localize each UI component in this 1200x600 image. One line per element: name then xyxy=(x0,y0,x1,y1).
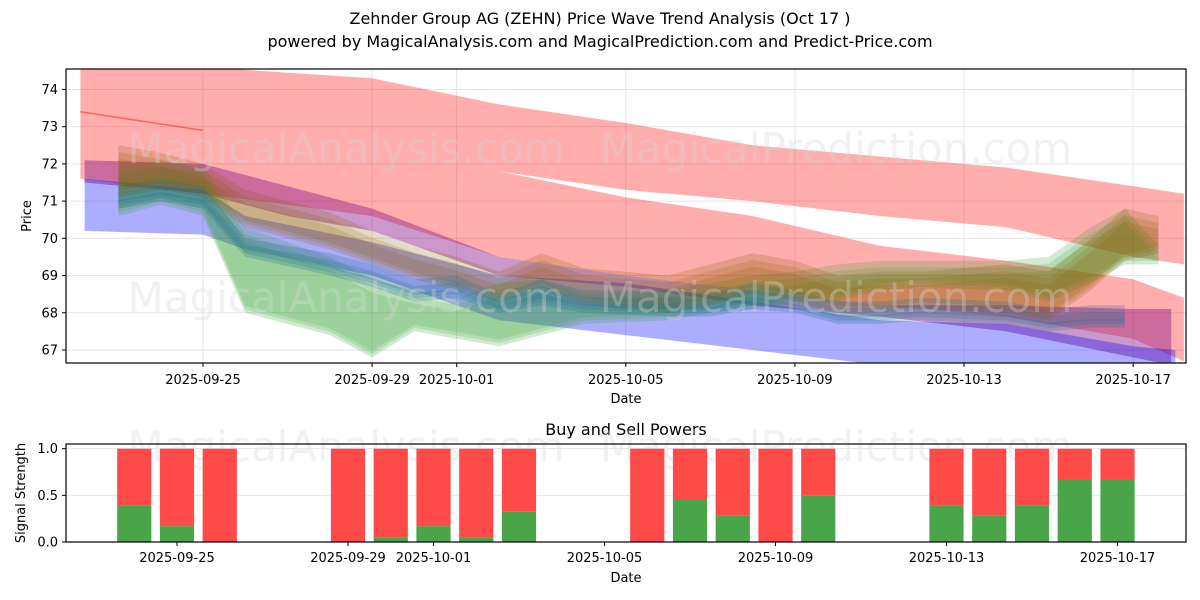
chart-subtitle: powered by MagicalAnalysis.com and Magic… xyxy=(267,32,933,51)
sell-bar xyxy=(159,448,195,527)
buy-bar xyxy=(929,505,964,542)
sell-bar xyxy=(330,448,366,542)
watermark: MagicalPrediction.com xyxy=(600,273,1073,322)
x-tick-label: 2025-10-05 xyxy=(588,373,664,388)
price-grid xyxy=(66,69,1186,363)
watermark: MagicalAnalysis.com xyxy=(128,273,565,322)
x-tick-label: 2025-10-01 xyxy=(419,373,495,388)
x-tick-label: 2025-10-13 xyxy=(909,551,985,566)
red-upper-band xyxy=(80,69,1184,265)
chart-title: Zehnder Group AG (ZEHN) Price Wave Trend… xyxy=(349,9,851,28)
signal-plot-frame xyxy=(65,443,1187,543)
brown-wave xyxy=(118,145,1159,321)
x-tick-label: 2025-10-13 xyxy=(926,373,1002,388)
sell-bar xyxy=(416,448,451,527)
x-tick-label: 2025-09-25 xyxy=(165,373,241,388)
sell-bar xyxy=(672,448,708,500)
buy-bar xyxy=(159,526,195,542)
y-tick-label: 0.5 xyxy=(37,489,58,504)
green-wave xyxy=(118,160,1159,358)
x-tick-label: 2025-09-29 xyxy=(334,373,410,388)
buy-bar xyxy=(1014,505,1050,542)
sell-bar xyxy=(501,448,537,512)
buy-bar xyxy=(117,505,152,542)
sell-bar xyxy=(715,448,750,516)
y-tick-label: 72 xyxy=(41,157,58,172)
price-y-axis-label: Price xyxy=(20,200,35,232)
price-axes: 67 68 69 70 71 72 73 74 2025-09-25 2025-09-29 2025… xyxy=(41,83,1170,388)
blue-band xyxy=(84,178,1176,363)
x-tick-label: 2025-10-09 xyxy=(757,373,833,388)
x-tick-label: 2025-10-09 xyxy=(738,551,814,566)
watermarks-top: MagicalAnalysis.com MagicalPrediction.co… xyxy=(128,124,1073,322)
sell-bar xyxy=(1100,448,1135,480)
watermark: MagicalPrediction.com xyxy=(600,124,1073,173)
x-tick-label: 2025-10-05 xyxy=(567,551,643,566)
buy-bar xyxy=(1100,479,1135,542)
signal-x-axis-label: Date xyxy=(610,571,641,586)
sell-bar xyxy=(459,448,494,538)
buy-bar xyxy=(416,526,451,542)
sell-bar xyxy=(202,448,237,542)
buy-bar xyxy=(972,515,1007,542)
price-x-axis-label: Date xyxy=(610,392,641,407)
y-tick-label: 71 xyxy=(41,195,58,210)
red-band-edge-line xyxy=(80,111,204,132)
sell-bar xyxy=(929,448,964,506)
y-tick-label: 68 xyxy=(41,306,58,321)
y-tick-label: 1.0 xyxy=(37,442,58,457)
signal-bars xyxy=(117,448,1135,542)
sell-bar xyxy=(373,448,408,538)
buy-bar xyxy=(801,495,836,542)
sell-bar xyxy=(972,448,1007,516)
buy-bar xyxy=(501,511,537,542)
sell-bar xyxy=(801,448,836,496)
x-tick-label: 2025-10-01 xyxy=(396,551,472,566)
green-wave-layer xyxy=(118,173,1159,351)
signal-axes: 0.0 0.5 1.0 2025-09-25 2025-09-29 2025-10-01 2… xyxy=(37,442,1155,566)
y-tick-label: 73 xyxy=(41,120,58,135)
signal-chart-title: Buy and Sell Powers xyxy=(545,420,707,439)
buy-bar xyxy=(715,515,750,542)
y-tick-label: 69 xyxy=(41,269,58,284)
purple-band xyxy=(84,160,1172,363)
buy-bar xyxy=(1057,479,1092,542)
x-tick-label: 2025-09-25 xyxy=(139,551,215,566)
buy-bar xyxy=(672,500,708,542)
red-lower-band xyxy=(80,111,1184,362)
buy-bar xyxy=(373,537,408,542)
sell-bar xyxy=(758,448,793,542)
sell-bar xyxy=(630,448,665,542)
x-tick-label: 2025-09-29 xyxy=(310,551,386,566)
sell-bar xyxy=(117,448,152,506)
brown-wave-layer xyxy=(118,152,1159,317)
watermark: MagicalAnalysis.com xyxy=(128,124,565,173)
x-tick-label: 2025-10-17 xyxy=(1095,373,1171,388)
price-bands xyxy=(80,69,1184,363)
teal-wave-layer xyxy=(118,185,1125,328)
signal-y-axis-label: Signal Strength xyxy=(14,443,29,543)
y-tick-label: 67 xyxy=(41,343,58,358)
x-tick-label: 2025-10-17 xyxy=(1080,551,1156,566)
y-tick-label: 70 xyxy=(41,232,58,247)
y-tick-label: 74 xyxy=(41,83,58,98)
brown-wave-layer xyxy=(118,158,1159,314)
teal-wave xyxy=(118,178,1125,332)
sell-bar xyxy=(1014,448,1050,506)
green-wave-layer xyxy=(118,166,1159,355)
sell-bar xyxy=(1057,448,1092,480)
buy-bar xyxy=(459,537,494,542)
y-tick-label: 0.0 xyxy=(37,536,58,551)
